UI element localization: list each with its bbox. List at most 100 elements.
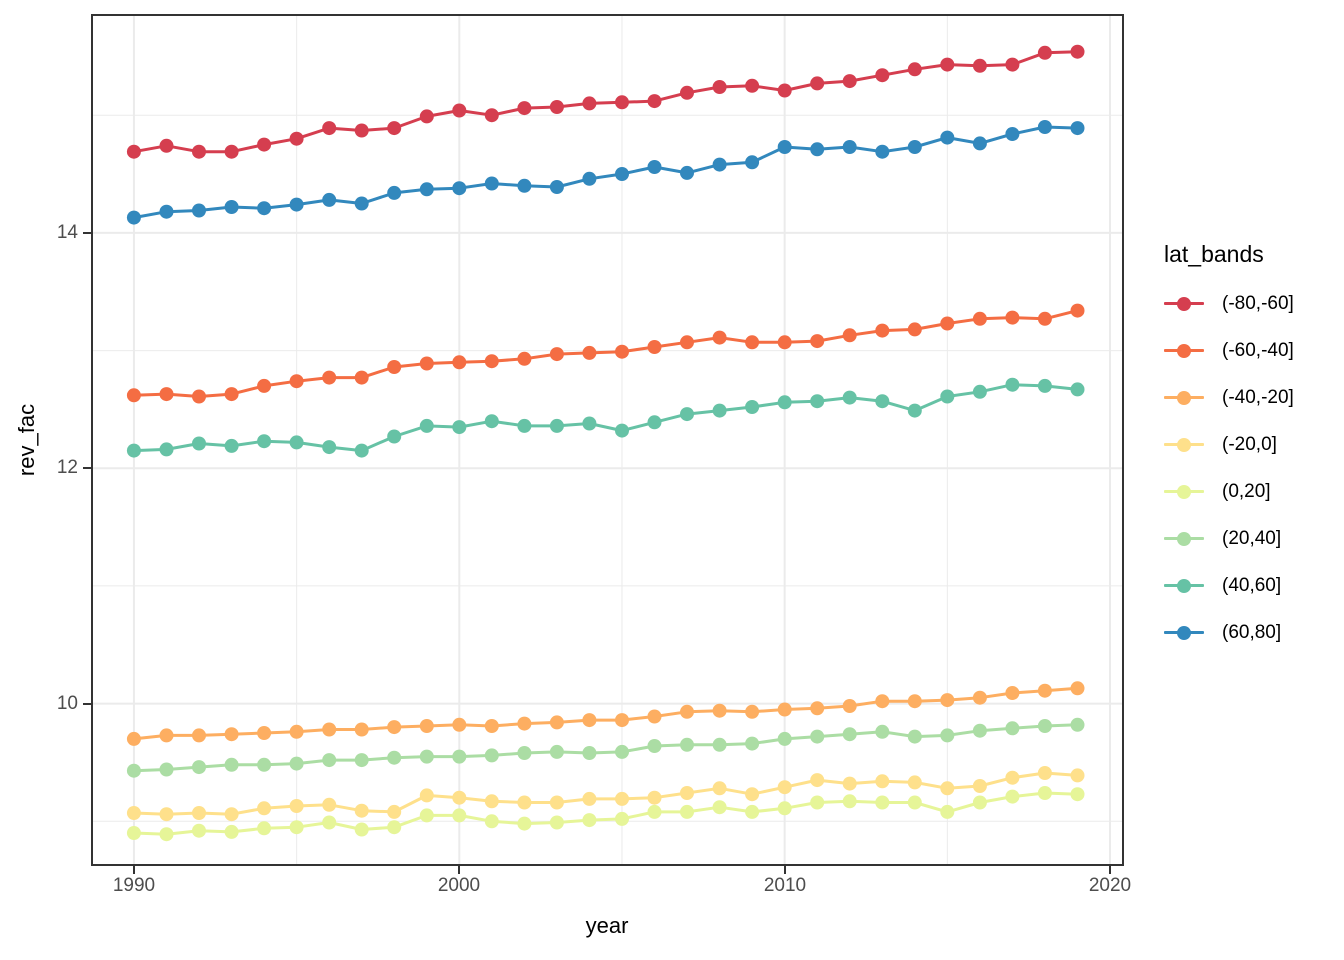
data-point xyxy=(224,727,239,742)
data-point xyxy=(354,803,369,818)
legend-item: (-20,0] xyxy=(1148,421,1294,468)
data-point xyxy=(387,804,402,819)
data-point xyxy=(452,808,467,823)
legend-item: (0,20] xyxy=(1148,468,1294,515)
series-(-80,-60] xyxy=(126,44,1085,159)
data-point xyxy=(322,797,337,812)
data-point xyxy=(159,387,174,402)
data-point xyxy=(810,729,825,744)
data-point xyxy=(549,418,564,433)
data-point xyxy=(257,757,272,772)
data-point xyxy=(192,436,206,451)
data-point xyxy=(192,389,206,404)
data-point xyxy=(907,322,922,337)
data-point xyxy=(1037,311,1052,326)
data-point xyxy=(907,775,922,790)
data-point xyxy=(1070,303,1085,318)
data-point xyxy=(257,726,272,740)
data-point xyxy=(224,438,239,453)
data-point xyxy=(1037,683,1052,698)
data-point xyxy=(1005,310,1020,325)
data-point xyxy=(354,753,369,768)
data-point xyxy=(907,62,922,77)
y-axis-title: rev_fac xyxy=(14,403,39,477)
data-point xyxy=(582,713,597,728)
data-point xyxy=(289,374,304,389)
data-point xyxy=(192,823,206,838)
data-point xyxy=(680,737,694,752)
data-point xyxy=(940,693,955,708)
data-point xyxy=(452,717,467,732)
data-point xyxy=(224,387,239,402)
data-point xyxy=(126,210,141,225)
legend-item: (-60,-40] xyxy=(1148,327,1294,374)
legend-key-icon xyxy=(1164,343,1204,359)
data-point xyxy=(842,727,857,742)
data-point xyxy=(777,780,792,795)
data-point xyxy=(875,68,890,83)
y-tick-label: 14 xyxy=(56,222,78,243)
legend-key-icon xyxy=(1164,484,1204,500)
data-point xyxy=(354,722,369,737)
data-point xyxy=(680,786,694,800)
data-point xyxy=(452,181,467,196)
legend-item-label: (-20,0] xyxy=(1222,433,1277,455)
data-point xyxy=(1037,719,1052,733)
data-point xyxy=(777,83,792,98)
data-point xyxy=(940,781,955,796)
data-point xyxy=(1037,766,1052,780)
data-point xyxy=(1070,382,1085,397)
data-point xyxy=(549,795,564,810)
data-point xyxy=(842,699,857,713)
data-point xyxy=(647,804,662,819)
legend-key-icon xyxy=(1164,531,1204,547)
data-point xyxy=(940,728,955,743)
data-point xyxy=(745,787,760,802)
data-point xyxy=(517,716,532,731)
data-point xyxy=(517,178,532,193)
data-point xyxy=(1070,681,1085,696)
data-point xyxy=(192,760,206,775)
legend-item: (40,60] xyxy=(1148,562,1294,609)
data-point xyxy=(940,316,955,331)
data-point xyxy=(810,76,825,91)
data-point xyxy=(126,826,141,840)
data-point xyxy=(1070,44,1085,59)
data-point xyxy=(322,440,337,455)
data-point xyxy=(712,800,727,815)
plot-panel xyxy=(91,14,1124,866)
data-point xyxy=(484,748,499,763)
data-point xyxy=(1005,127,1020,141)
data-point xyxy=(452,103,467,118)
data-point xyxy=(159,138,174,153)
data-point xyxy=(907,694,922,709)
data-point xyxy=(387,121,402,136)
data-point xyxy=(647,790,662,805)
x-tick-1990 xyxy=(133,866,135,874)
data-point xyxy=(419,418,434,433)
series-line xyxy=(133,50,1078,154)
x-tick-2020 xyxy=(1109,866,1111,874)
data-point xyxy=(322,370,337,385)
data-point xyxy=(810,795,825,810)
legend-item: (20,40] xyxy=(1148,515,1294,562)
x-tick-2000 xyxy=(458,866,460,874)
data-point xyxy=(322,815,337,830)
data-point xyxy=(354,370,369,385)
series-line xyxy=(133,309,1078,398)
data-point xyxy=(582,416,597,431)
x-tick-label: 2000 xyxy=(437,875,481,896)
data-point xyxy=(810,701,825,716)
legend-key-icon xyxy=(1164,390,1204,406)
data-point xyxy=(680,165,694,180)
data-point xyxy=(940,804,955,819)
data-point xyxy=(1070,121,1085,136)
data-point xyxy=(192,806,206,820)
data-point xyxy=(1005,57,1020,72)
legend-key-icon xyxy=(1164,625,1204,641)
data-point xyxy=(745,704,760,719)
data-point xyxy=(777,801,792,816)
data-point xyxy=(712,737,727,752)
y-tick-label: 12 xyxy=(56,457,78,478)
data-point xyxy=(680,407,694,422)
